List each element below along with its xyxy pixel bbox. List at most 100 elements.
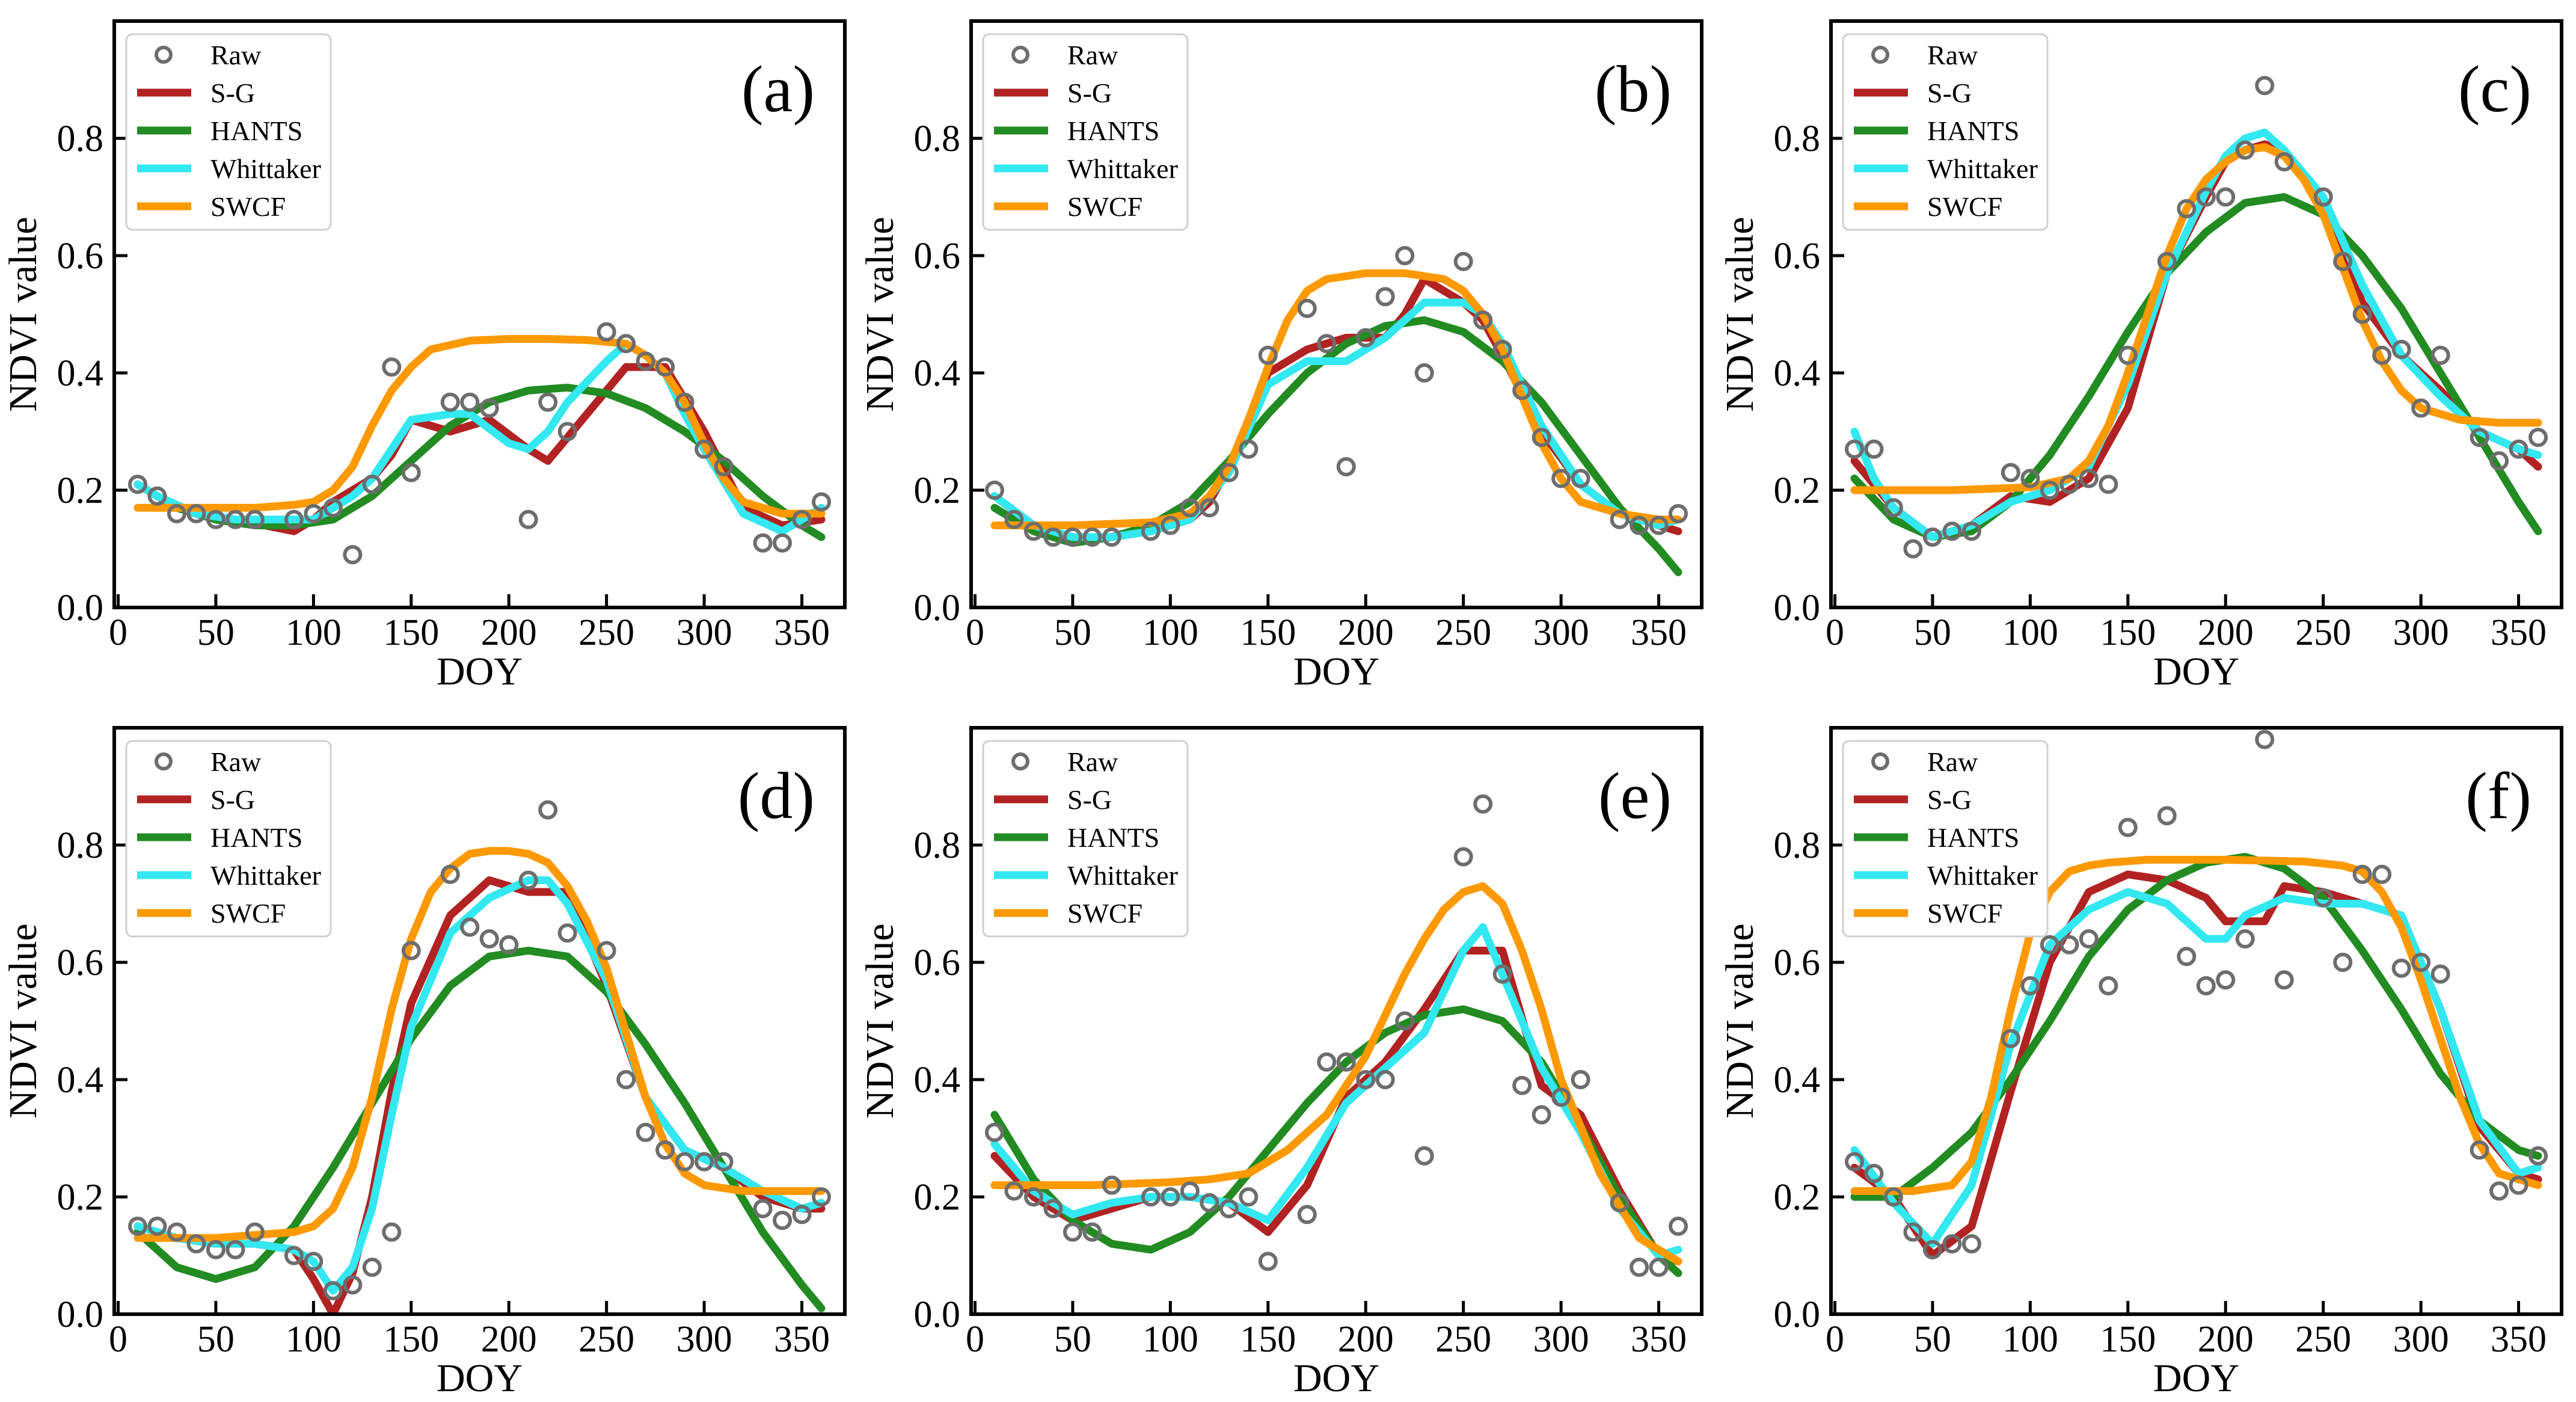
raw-point: [2509, 1175, 2528, 1195]
raw-point: [616, 1070, 636, 1089]
panel-label: (b): [1595, 52, 1672, 126]
raw-point: [1414, 363, 1434, 383]
raw-point: [792, 1205, 812, 1225]
panel-d: 0 50 100 150 200 250 300 350 0.0 0.2 0.4 0.6 0.8 DOY N…: [1, 726, 847, 1400]
raw-point: [2430, 964, 2450, 984]
y-tick-label: 0.8: [57, 118, 104, 159]
raw-point: [2274, 152, 2294, 171]
raw-point: [2255, 76, 2275, 96]
raw-point: [1922, 527, 1942, 547]
legend-label-raw: Raw: [1067, 40, 1118, 70]
plot-frame: [1829, 19, 2563, 609]
raw-point: [2528, 1146, 2548, 1166]
legend-label-swcf: SWCF: [210, 191, 286, 222]
raw-point: [1141, 1187, 1161, 1207]
legend-box: [1842, 33, 2049, 231]
raw-point: [245, 509, 265, 529]
x-tick-label: 250: [1435, 1319, 1491, 1360]
x-axis-label: DOY: [2153, 650, 2239, 693]
raw-point: [1649, 515, 1669, 535]
x-tick-label: 200: [2198, 1319, 2254, 1360]
y-tick-label: 0.8: [914, 118, 961, 159]
legend-raw-marker: [1871, 46, 1889, 64]
series-line-whittaker: [133, 339, 826, 535]
raw-point: [2001, 1028, 2020, 1048]
x-tick-label: 250: [578, 612, 634, 653]
raw-point: [1356, 1070, 1376, 1089]
series-line-swcf: [1850, 143, 2542, 494]
series-line-swcf: [990, 269, 1682, 529]
raw-point: [1864, 1164, 1884, 1183]
raw-point: [1512, 381, 1532, 401]
raw-point: [323, 1281, 343, 1300]
raw-point: [2509, 439, 2528, 459]
raw-point: [1258, 345, 1278, 365]
legend: Raw S-G HANTS Whittaker SWCF: [982, 33, 1189, 231]
y-tick-label: 0.8: [1774, 825, 1821, 866]
raw-point: [1532, 1105, 1551, 1125]
raw-point: [2352, 304, 2372, 324]
x-tick-label: 300: [1533, 1319, 1589, 1360]
x-tick-label: 0: [966, 1319, 984, 1360]
legend-label-s-g: S-G: [1067, 78, 1112, 108]
raw-point: [1043, 527, 1063, 547]
raw-point: [2411, 953, 2431, 972]
raw-point: [1864, 439, 1884, 459]
raw-point: [1551, 1087, 1571, 1107]
series-line-whittaker: [1850, 888, 2542, 1248]
raw-point: [655, 357, 675, 377]
x-tick-label: 0: [1826, 1319, 1844, 1360]
raw-point: [2391, 340, 2411, 359]
raw-point: [773, 533, 793, 553]
x-axis-label: DOY: [437, 1356, 523, 1400]
plot-frame: [112, 726, 847, 1316]
raw-point: [2040, 935, 2059, 955]
series-line-swcf: [1850, 855, 2542, 1195]
raw-point: [167, 504, 186, 523]
x-tick-label: 0: [966, 612, 984, 653]
x-tick-label: 50: [197, 1319, 235, 1360]
raw-point: [1297, 1205, 1317, 1225]
raw-point: [2352, 864, 2372, 884]
panel-label: (f): [2465, 759, 2532, 832]
raw-point: [1180, 1181, 1200, 1201]
series-line-hants: [1850, 193, 2542, 541]
x-tick-label: 200: [481, 612, 537, 653]
x-tick-label: 300: [676, 1319, 732, 1360]
x-tick-label: 250: [2295, 1319, 2351, 1360]
series-line-swcf: [133, 335, 826, 518]
legend-box: [1842, 740, 2049, 938]
x-tick-label: 100: [286, 1319, 342, 1360]
x-tick-label: 150: [383, 1319, 439, 1360]
raw-point: [1473, 794, 1493, 814]
series-line-swcf: [990, 882, 1682, 1265]
raw-point: [2235, 929, 2255, 949]
raw-point: [440, 392, 460, 412]
raw-point: [2333, 953, 2353, 972]
legend-label-s-g: S-G: [1927, 784, 1972, 815]
legend-label-whittaker: Whittaker: [1067, 153, 1178, 184]
raw-point: [1492, 340, 1512, 359]
legend-label-s-g: S-G: [210, 78, 255, 108]
raw-point: [792, 509, 812, 529]
x-tick-label: 250: [578, 1319, 634, 1360]
raw-point: [1239, 439, 1259, 459]
y-tick-label: 0.4: [914, 1060, 961, 1101]
raw-point: [2059, 475, 2079, 494]
raw-point: [1336, 1052, 1356, 1072]
raw-point: [1453, 847, 1473, 867]
legend-box: [125, 33, 332, 231]
x-tick-label: 200: [481, 1319, 537, 1360]
raw-point: [773, 1211, 793, 1230]
raw-point: [1043, 1199, 1063, 1219]
raw-point: [1200, 1193, 1219, 1213]
raw-point: [2372, 864, 2392, 884]
raw-point: [284, 1246, 304, 1265]
x-tick-label: 0: [109, 1319, 127, 1360]
raw-point: [2313, 888, 2333, 908]
raw-point: [2196, 187, 2216, 207]
raw-point: [186, 1234, 206, 1253]
raw-point: [1630, 515, 1649, 535]
raw-point: [1453, 251, 1473, 271]
